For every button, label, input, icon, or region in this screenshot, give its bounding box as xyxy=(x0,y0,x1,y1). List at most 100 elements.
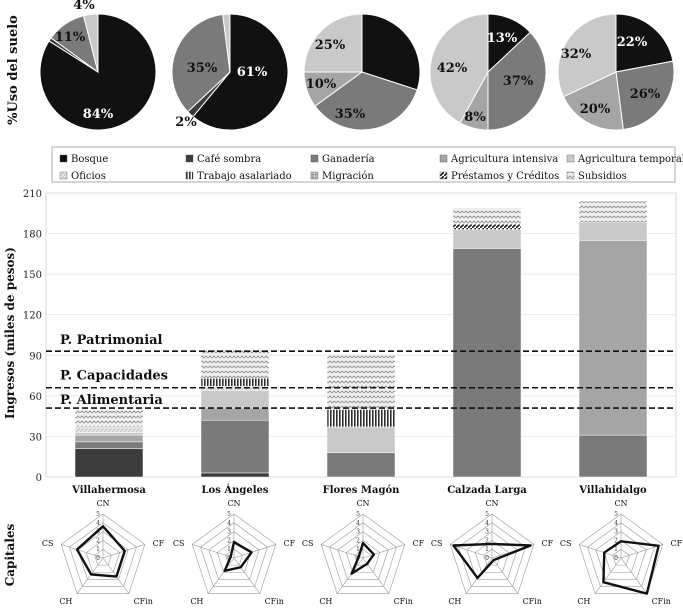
pie-label: 32% xyxy=(561,47,592,62)
pie-slice-agricultura-temporal xyxy=(222,13,231,73)
radar-tick-label: 2 xyxy=(614,537,618,544)
pie-label: 20% xyxy=(580,102,611,117)
radar-spoke xyxy=(336,557,364,594)
pie-label: 84% xyxy=(83,107,114,122)
pie-label: 37% xyxy=(503,74,534,89)
radar-grid-ring xyxy=(337,531,389,580)
radar-grid-ring xyxy=(191,513,277,594)
radar-axis-label-cn: CN xyxy=(227,499,240,508)
radar-axis-label-cs: CS xyxy=(302,539,314,548)
radar-tick-label: 3 xyxy=(614,529,618,536)
bar-segment-subsidios xyxy=(326,353,396,410)
radar-grid-ring xyxy=(449,513,535,594)
bar-segment-subsidios xyxy=(200,349,270,379)
radar-axis-label-cfin: CFin xyxy=(394,597,413,606)
radar-tick-label: 5 xyxy=(485,511,489,518)
pie-label: 61% xyxy=(237,65,268,80)
y-tick-label: 210 xyxy=(23,189,42,200)
radar-grid-ring xyxy=(458,522,526,587)
radar-grid-ring xyxy=(94,548,112,566)
radar-spoke xyxy=(321,544,364,559)
bar-stack-villahermosa xyxy=(74,409,144,478)
radar-grid-ring xyxy=(483,548,501,566)
radar-spoke xyxy=(362,544,405,559)
radar-axis-label-cs: CS xyxy=(42,539,54,548)
radar-axis-label-ch: CH xyxy=(319,597,332,606)
radar-profile-calzada-larga xyxy=(452,542,532,580)
legend-swatch-migracion xyxy=(310,171,319,180)
radar-spoke xyxy=(491,557,519,594)
radar-profile-villahermosa xyxy=(75,525,126,578)
pie-label: 42% xyxy=(437,61,468,76)
y-tick-label: 60 xyxy=(29,392,42,403)
pie-slice-ganaderia xyxy=(487,31,547,131)
bar-segment-trabajo-asalariado xyxy=(326,409,396,428)
legend-label-bosque: Bosque xyxy=(71,154,108,165)
pie-villahermosa: 84% 11% 4% xyxy=(39,0,157,131)
radar-tick-label: 2 xyxy=(485,537,489,544)
legend-swatch-agricultura-intensiva xyxy=(439,154,448,163)
bar-segment-cafe-sombra xyxy=(74,448,144,478)
pie-slice-bosque xyxy=(192,13,289,131)
radar-grid-ring xyxy=(225,548,243,566)
bar-segment-ganaderia xyxy=(452,248,522,478)
bar-segment-trabajo-asalariado xyxy=(200,378,270,387)
radar-grid-ring xyxy=(466,531,518,580)
y-tick-label: 30 xyxy=(29,432,42,443)
radar-axis-label-cfin: CFin xyxy=(523,597,542,606)
pie-villahidalgo: 22% 26% 20% 32% xyxy=(557,13,675,131)
x-tick-label: Villahermosa xyxy=(71,485,146,496)
pie-label: 30% xyxy=(382,45,413,60)
pie-label: 10% xyxy=(306,77,337,92)
y-tick-label: 90 xyxy=(29,351,42,362)
bar-segment-agricultura-temporal xyxy=(200,390,270,409)
pie-slice-agricultura-temporal xyxy=(303,13,363,73)
bar-segment-agricultura-intensiva xyxy=(578,240,648,436)
legend-swatch-subsidios xyxy=(566,171,575,180)
bar-segment-agricultura-temporal xyxy=(326,426,396,453)
radar-grid-ring xyxy=(200,522,268,587)
radar-tick-label: 4 xyxy=(356,520,360,527)
radar-axis-label-cfin: CFin xyxy=(265,597,284,606)
radar-tick-label: 4 xyxy=(227,520,231,527)
bar-segment-ganaderia xyxy=(578,434,648,478)
reference-label-p-alimentaria: P. Alimentaria xyxy=(60,393,163,408)
radar-spoke xyxy=(579,544,622,559)
radar-axis-label-ch: CH xyxy=(577,597,590,606)
bar-y-axis-label: Ingresos (miles de pesos) xyxy=(3,247,17,419)
radar-spoke xyxy=(192,544,235,559)
bar-segment-agricultura-temporal xyxy=(578,222,648,241)
legend-swatch-agricultura-temporal xyxy=(566,154,575,163)
radar-tick-label: 1 xyxy=(485,546,489,553)
pie-slice-ganaderia xyxy=(615,60,675,131)
radar-grid-ring xyxy=(85,540,121,573)
radar-tick-label: 5 xyxy=(614,511,618,518)
bar-segment-cafe-sombra xyxy=(200,472,270,478)
pie-slice-bosque xyxy=(615,13,674,73)
bar-segment-agricultura-intensiva xyxy=(200,407,270,421)
pie-label: 35% xyxy=(335,107,366,122)
legend-swatch-oficios xyxy=(59,171,68,180)
radar-axis-label-cf: CF xyxy=(412,539,424,548)
pie-slice-bosque xyxy=(361,13,421,91)
radar-axis-label-cfin: CFin xyxy=(652,597,671,606)
legend-label-trabajo-asalariado: Trabajo asalariado xyxy=(197,171,292,182)
legend-label-agricultura-temporal: Agricultura temporal xyxy=(577,154,683,165)
pie-label: 2% xyxy=(175,115,197,130)
radar-spoke xyxy=(233,557,261,594)
legend-label-oficios: Oficios xyxy=(71,171,106,182)
pie-label: 4% xyxy=(73,0,95,13)
y-tick-label: 120 xyxy=(23,311,42,322)
radar-profile-los-angeles xyxy=(223,540,253,573)
legend-swatch-bosque xyxy=(59,154,68,163)
bar-segment-agricultura-temporal xyxy=(74,432,144,436)
radar-axis-label-cf: CF xyxy=(670,539,682,548)
bar-segment-subsidios xyxy=(452,207,522,225)
legend: Bosque Café sombra Ganadería Agricultura in… xyxy=(51,146,683,183)
x-tick-label: Villahidalgo xyxy=(578,485,647,496)
x-tick-label: Calzada Larga xyxy=(447,485,527,496)
reference-label-p-capacidades: P. Capacidades xyxy=(60,369,168,384)
radar-spoke xyxy=(61,544,104,559)
pie-los-angeles: 61% 2% 35% xyxy=(171,13,289,131)
